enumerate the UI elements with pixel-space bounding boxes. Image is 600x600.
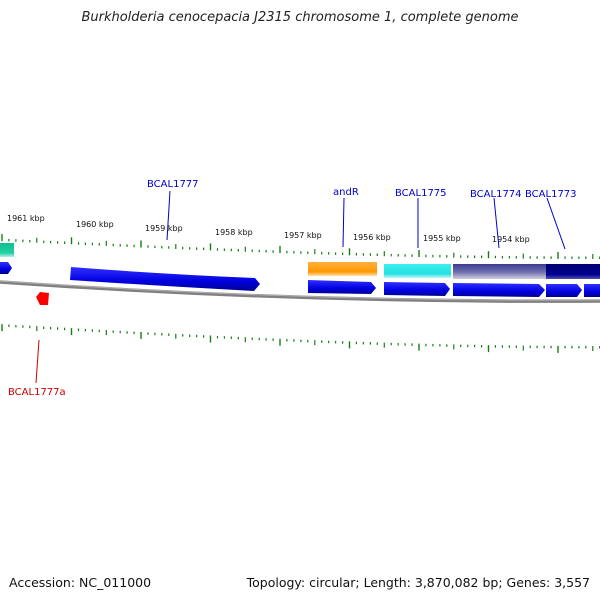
gene-arrow-forward[interactable]: [546, 284, 582, 297]
gene-arrow-forward[interactable]: [70, 267, 260, 291]
kbp-label: 1956 kbp: [353, 233, 391, 242]
feature-teal[interactable]: [0, 243, 14, 257]
kbp-label: 1961 kbp: [7, 214, 45, 223]
kbp-label: 1958 kbp: [215, 228, 253, 237]
gene-arrow-forward[interactable]: [0, 262, 12, 274]
gene-arrow-forward[interactable]: [384, 282, 450, 296]
gene-arrow-forward[interactable]: [453, 283, 545, 297]
label-pointer: [342, 197, 345, 248]
kbp-label: 1955 kbp: [423, 234, 461, 243]
gene-label-bcal1777a[interactable]: BCAL1777a: [8, 387, 66, 398]
map-title: Burkholderia cenocepacia J2315 chromosom…: [81, 10, 519, 25]
gene-label-bcal1777[interactable]: BCAL1777: [147, 179, 199, 190]
gene-label-bcal1773[interactable]: BCAL1773: [525, 189, 577, 200]
chromosome-backbone: [0, 280, 600, 303]
gene-arrow-reverse[interactable]: [36, 292, 49, 305]
label-pointer: [166, 190, 171, 241]
gene-label-bcal1774[interactable]: BCAL1774: [470, 189, 522, 200]
label-pointer: [546, 197, 566, 250]
gene-label-andr[interactable]: andR: [333, 187, 359, 198]
kbp-label: 1957 kbp: [284, 231, 322, 240]
kbp-label: 1954 kbp: [492, 235, 530, 244]
feature-orange[interactable]: [308, 262, 377, 276]
gene-label-bcal1775[interactable]: BCAL1775: [395, 188, 447, 199]
feature-cyan[interactable]: [384, 264, 451, 278]
outer-scale-ticks: [1, 234, 600, 259]
genome-summary-text: Topology: circular; Length: 3,870,082 bp…: [246, 575, 590, 590]
feature-navy[interactable]: [546, 264, 600, 279]
kbp-label: 1959 kbp: [145, 224, 183, 233]
label-pointer: [35, 339, 40, 384]
accession-text: Accession: NC_011000: [9, 575, 152, 590]
feature-slate[interactable]: [453, 264, 547, 279]
kbp-label: 1960 kbp: [76, 220, 114, 229]
gene-arrow-forward[interactable]: [308, 280, 376, 294]
inner-scale-ticks: [1, 324, 600, 353]
gene-arrow-forward[interactable]: [584, 284, 600, 297]
label-pointer: [493, 197, 500, 249]
